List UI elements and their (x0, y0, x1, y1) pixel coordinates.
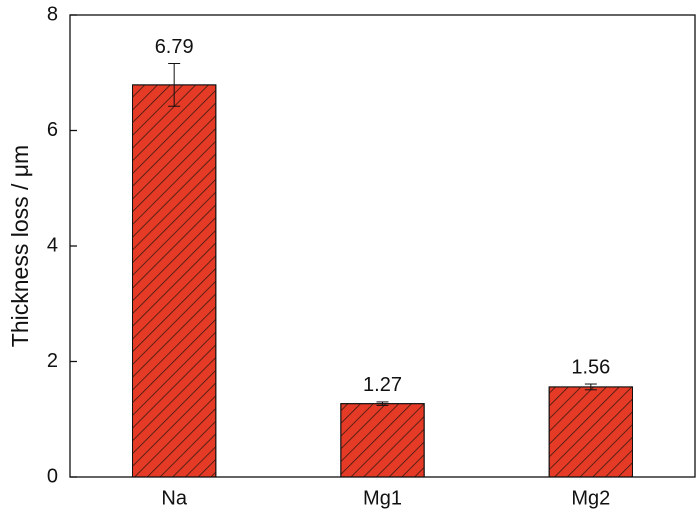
plot-frame (69, 14, 696, 478)
bar-hatch (132, 84, 217, 478)
bar-hatch (548, 386, 634, 478)
value-label: 6.79 (155, 36, 194, 58)
x-tick-label: Na (161, 487, 187, 509)
y-tick-label: 8 (47, 3, 58, 25)
y-tick-label: 2 (47, 350, 58, 372)
x-tick-label: Mg2 (571, 487, 610, 509)
x-tick-label: Mg1 (363, 487, 402, 509)
y-axis-label: Thickness loss / μm (7, 145, 33, 347)
y-tick-label: 4 (47, 234, 58, 256)
value-label: 1.27 (363, 374, 402, 396)
bar-hatch (340, 403, 425, 478)
y-tick-label: 6 (47, 119, 58, 141)
value-label: 1.56 (571, 356, 610, 378)
y-tick-label: 0 (47, 465, 58, 487)
